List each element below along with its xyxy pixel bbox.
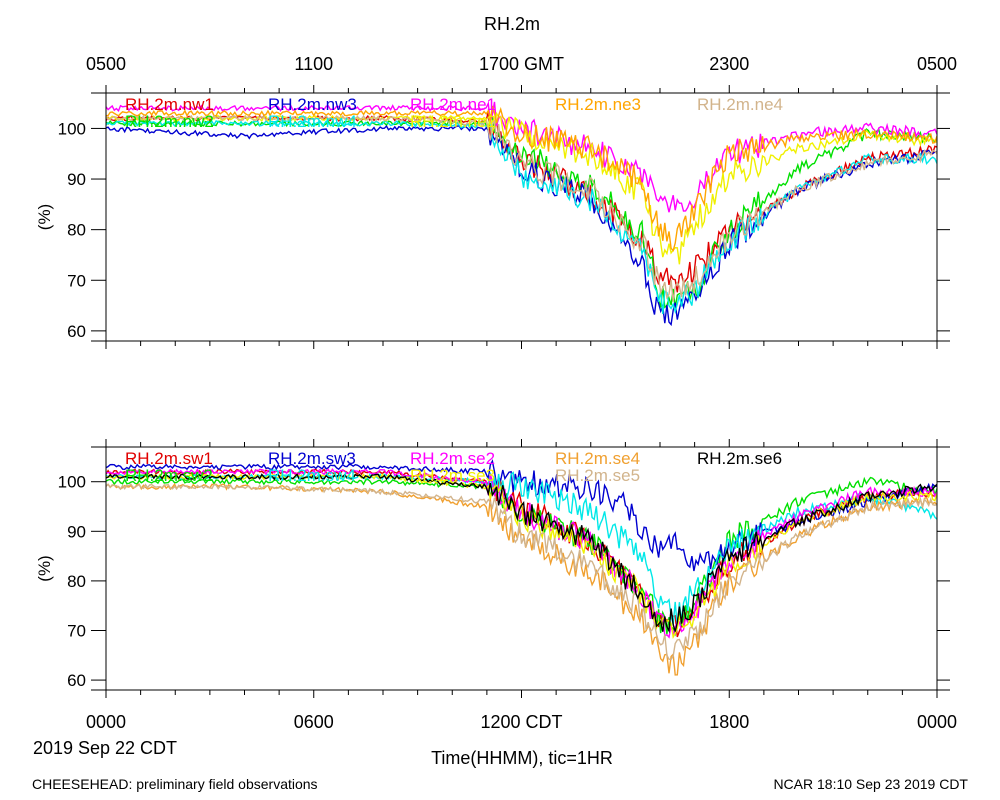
series-line-rh-2m-ne4 — [106, 114, 937, 302]
legend-label-rh-2m-ne4: RH.2m.ne4 — [697, 95, 783, 114]
footer-left: CHEESEHEAD: preliminary field observatio… — [32, 776, 318, 792]
legend-label-rh-2m-se4: RH.2m.se4 — [555, 449, 640, 468]
legend-label-rh-2m-sw3: RH.2m.sw3 — [268, 449, 356, 468]
top-axis-tick-label: 1100 — [294, 54, 333, 74]
legend-label-rh-2m-ne3: RH.2m.ne3 — [555, 95, 641, 114]
y-tick-label: 80 — [67, 572, 86, 591]
footer-right: NCAR 18:10 Sep 23 2019 CDT — [773, 776, 968, 792]
y-tick-label: 90 — [67, 170, 86, 189]
series-line-rh-2m-nw3 — [106, 124, 937, 327]
legend-label-rh-2m-ne1: RH.2m.ne1 — [410, 95, 496, 114]
top-axis-labels: 0500 1100 1700 GMT 2300 0500 — [86, 54, 957, 74]
y-tick-label: 80 — [67, 221, 86, 240]
legend-label-rh-2m-ne2: RH.2m.ne2 — [410, 112, 496, 131]
legend-label-rh-2m-nw1: RH.2m.nw1 — [125, 95, 214, 114]
y-tick-label: 100 — [58, 473, 86, 492]
top-panel: 60 70 80 90 100 (%) RH.2m.nw1 RH.2m.nw3 RH.2m.ne… — [35, 85, 950, 349]
legend-label-rh-2m-nw3: RH.2m.nw3 — [268, 95, 357, 114]
legend-label-rh-2m-nw4: RH.2m.nw4 — [268, 112, 357, 131]
y-axis-label: (%) — [35, 204, 54, 230]
y-tick-label: 60 — [67, 322, 86, 341]
series-line-rh-2m-se3 — [106, 472, 937, 640]
legend-label-rh-2m-se6: RH.2m.se6 — [697, 449, 782, 468]
series-line-rh-2m-sw3 — [106, 459, 937, 572]
series-line-rh-2m-sw4 — [106, 471, 937, 628]
y-tick-label: 70 — [67, 621, 86, 640]
x-axis-label: Time(HHMM), tic=1HR — [431, 748, 613, 768]
bottom-axis-tick-label: 1200 CDT — [480, 712, 562, 732]
series-line-rh-2m-se5 — [106, 483, 937, 661]
series-line-rh-2m-se6 — [106, 473, 937, 634]
bottom-axis-tick-label: 0000 — [917, 712, 957, 732]
series-line-rh-2m-sw2 — [106, 476, 937, 637]
series-line-rh-2m-ne3 — [106, 105, 937, 252]
bottom-axis-tick-label: 0600 — [294, 712, 334, 732]
y-tick-label: 70 — [67, 271, 86, 290]
legend-label-rh-2m-sw4: RH.2m.sw4 — [268, 466, 356, 485]
y-tick-label: 100 — [58, 119, 86, 138]
y-tick-label: 60 — [67, 671, 86, 690]
top-axis-tick-label: 1700 GMT — [479, 54, 564, 74]
legend-label-rh-2m-se3: RH.2m.se3 — [410, 466, 495, 485]
top-axis-tick-label: 2300 — [709, 54, 749, 74]
legend-label-rh-2m-sw1: RH.2m.sw1 — [125, 449, 213, 468]
chart-title: RH.2m — [484, 14, 540, 34]
top-axis-tick-label: 0500 — [86, 54, 126, 74]
bottom-axis-tick-label: 1800 — [709, 712, 749, 732]
legend-label-rh-2m-sw2: RH.2m.sw2 — [125, 466, 213, 485]
legend-label-rh-2m-se5: RH.2m.se5 — [555, 466, 640, 485]
series-line-rh-2m-nw2 — [106, 114, 937, 309]
y-axis-label: (%) — [35, 555, 54, 581]
bottom-axis-labels: 0000 0600 1200 CDT 1800 0000 — [86, 712, 957, 732]
bottom-panel: 60 70 80 90 100 (%) RH.2m.sw1 RH.2m.sw3 RH.2m.se… — [35, 439, 950, 698]
series-line-rh-2m-nw4 — [106, 118, 937, 315]
bottom-axis-tick-label: 0000 — [86, 712, 126, 732]
date-label: 2019 Sep 22 CDT — [33, 738, 177, 758]
legend-label-rh-2m-se2: RH.2m.se2 — [410, 449, 495, 468]
top-axis-tick-label: 0500 — [917, 54, 957, 74]
y-tick-label: 90 — [67, 522, 86, 541]
legend-label-rh-2m-nw2: RH.2m.nw2 — [125, 112, 214, 131]
